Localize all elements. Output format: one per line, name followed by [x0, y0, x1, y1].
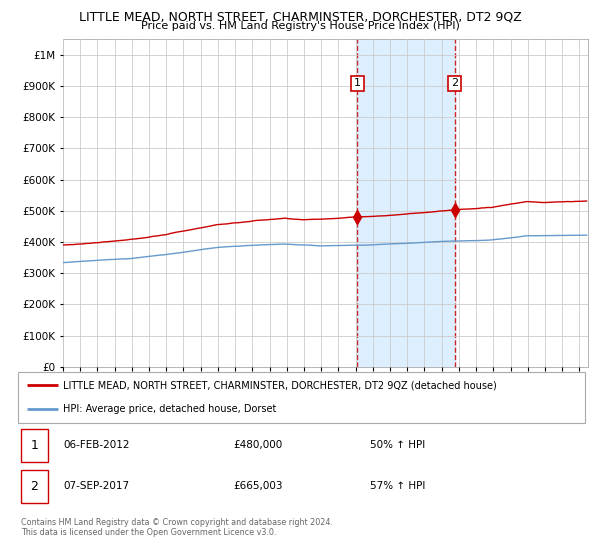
Text: 07-SEP-2017: 07-SEP-2017	[64, 481, 130, 491]
Text: 06-FEB-2012: 06-FEB-2012	[64, 440, 130, 450]
FancyBboxPatch shape	[21, 470, 48, 503]
FancyBboxPatch shape	[21, 429, 48, 462]
FancyBboxPatch shape	[18, 372, 585, 423]
Text: 57% ↑ HPI: 57% ↑ HPI	[370, 481, 425, 491]
Text: Price paid vs. HM Land Registry's House Price Index (HPI): Price paid vs. HM Land Registry's House …	[140, 21, 460, 31]
Text: 1: 1	[31, 439, 38, 452]
Text: LITTLE MEAD, NORTH STREET, CHARMINSTER, DORCHESTER, DT2 9QZ: LITTLE MEAD, NORTH STREET, CHARMINSTER, …	[79, 10, 521, 23]
Text: 1: 1	[354, 78, 361, 88]
Text: Contains HM Land Registry data © Crown copyright and database right 2024.
This d: Contains HM Land Registry data © Crown c…	[21, 518, 333, 538]
Text: 50% ↑ HPI: 50% ↑ HPI	[370, 440, 425, 450]
Text: 2: 2	[31, 480, 38, 493]
Text: HPI: Average price, detached house, Dorset: HPI: Average price, detached house, Dors…	[64, 404, 277, 414]
Text: LITTLE MEAD, NORTH STREET, CHARMINSTER, DORCHESTER, DT2 9QZ (detached house): LITTLE MEAD, NORTH STREET, CHARMINSTER, …	[64, 380, 497, 390]
Text: £480,000: £480,000	[233, 440, 283, 450]
Bar	[358, 39, 455, 367]
Text: £665,003: £665,003	[233, 481, 283, 491]
Text: 2: 2	[451, 78, 458, 88]
